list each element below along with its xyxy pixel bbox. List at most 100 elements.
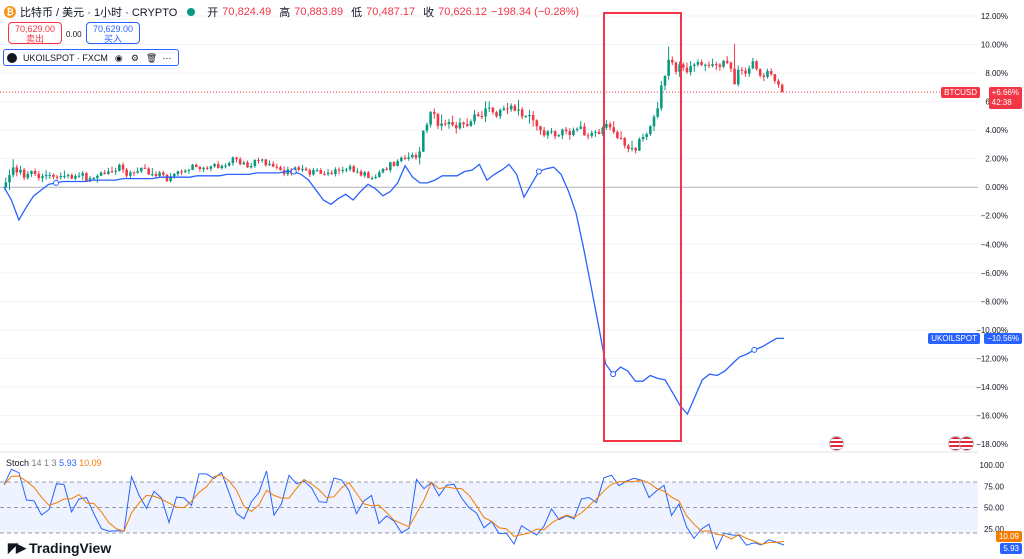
overlay-legend[interactable]: UKOILSPOT · FXCM ◉ ⚙ 🗑 ⋯	[3, 49, 179, 66]
us-flag-event-icon[interactable]	[959, 436, 974, 451]
candle-body	[11, 167, 15, 176]
y-tick-label: −12.00%	[976, 354, 1008, 363]
chart-header: ₿ 比特币 / 美元 · 1小时 · CRYPTO 开 70,824.49 高 70…	[4, 4, 579, 20]
candle-body	[422, 130, 425, 152]
candle-body	[627, 145, 630, 149]
candle-body	[740, 69, 744, 71]
low-value: 70,487.17	[366, 6, 416, 18]
candle-body	[564, 129, 568, 132]
candle-body	[443, 123, 447, 125]
candle-body	[55, 176, 59, 178]
candle-body	[235, 157, 238, 160]
candle-body	[118, 164, 121, 171]
us-flag-event-icon[interactable]	[829, 436, 844, 451]
candle-body	[773, 74, 777, 81]
candle-body	[700, 62, 703, 65]
candle-body	[469, 121, 473, 126]
sell-button[interactable]: 70,629.00 卖出	[8, 22, 62, 44]
stoch-legend[interactable]: Stoch 14 1 3 5.93 10.09	[6, 458, 102, 468]
candle-body	[110, 171, 114, 173]
candle-body	[99, 172, 103, 176]
ukoil-marker	[535, 168, 542, 175]
candle-body	[674, 62, 678, 72]
candle-body	[436, 113, 440, 126]
y-tick-label: −4.00%	[981, 240, 1008, 249]
symbol-title[interactable]: 比特币 / 美元 · 1小时 · CRYPTO	[20, 7, 178, 19]
candle-body	[590, 132, 594, 136]
spread-value: 0.00	[66, 30, 82, 39]
btc-change-label: +6.66% 42:38	[988, 87, 1022, 109]
candle-body	[30, 170, 33, 174]
candle-body	[187, 169, 191, 171]
candle-body	[348, 166, 352, 170]
candle-body	[575, 128, 579, 130]
candle-body	[253, 159, 257, 166]
high-value: 70,883.89	[294, 6, 344, 18]
candle-body	[714, 64, 718, 66]
y-tick-label: −6.00%	[981, 269, 1008, 278]
oil-name-label: UKOILSPOT	[928, 333, 980, 344]
candle-body	[147, 168, 150, 175]
open-value: 70,824.49	[222, 6, 272, 18]
candle-body	[77, 175, 81, 177]
candle-body	[491, 107, 495, 113]
grid-layer	[0, 15, 978, 445]
candle-body	[517, 109, 520, 111]
candle-body	[689, 66, 692, 73]
candle-body	[385, 168, 388, 171]
stoch-d-label: 10.09	[995, 531, 1022, 542]
candle-body	[136, 171, 139, 173]
candle-body	[769, 71, 773, 75]
candle-body	[257, 159, 260, 161]
candle-body	[92, 178, 95, 180]
buy-button[interactable]: 70,629.00 买入	[86, 22, 140, 44]
candle-body	[407, 157, 410, 159]
candle-body	[249, 165, 253, 168]
price-axis[interactable]: 12.00%10.00%8.00%6.00%4.00%2.00%0.00%−2.…	[976, 12, 1008, 449]
ukoil-marker	[290, 168, 297, 175]
candle-body	[114, 170, 117, 172]
highlight-rectangle[interactable]	[603, 12, 682, 442]
candle-body	[755, 61, 758, 70]
candle-body	[154, 174, 158, 177]
candle-body	[616, 131, 619, 138]
more-icon[interactable]: ⋯	[162, 52, 172, 63]
candle-body	[125, 169, 128, 176]
candle-body	[103, 172, 106, 174]
candle-body	[546, 131, 550, 136]
trash-icon[interactable]: 🗑	[145, 52, 158, 63]
ukoil-line-group	[3, 163, 784, 416]
candle-body	[656, 108, 659, 117]
candle-body	[645, 134, 648, 137]
candle-body	[524, 116, 528, 118]
candle-body	[213, 164, 216, 167]
candle-body	[220, 165, 224, 169]
close-value: 70,626.12	[438, 6, 488, 18]
candle-body	[425, 124, 429, 131]
candle-body	[173, 173, 176, 177]
candle-body	[19, 169, 22, 173]
y-tick-label: −16.00%	[976, 411, 1008, 420]
candle-body	[70, 175, 74, 179]
settings-icon[interactable]: ⚙	[130, 52, 139, 63]
candle-body	[502, 108, 506, 110]
stoch-params: 14 1 3	[31, 458, 57, 468]
candle-body	[762, 75, 766, 77]
tradingview-logo[interactable]: ◤▶ TradingView	[8, 540, 111, 556]
candle-body	[37, 173, 41, 179]
ukoil-marker	[53, 179, 59, 186]
candle-body	[707, 64, 711, 66]
high-label: 高	[279, 7, 291, 19]
candle-body	[129, 172, 132, 176]
eye-icon[interactable]: ◉	[114, 52, 123, 63]
stoch-axis[interactable]: 100.00 75.00 50.00 25.00	[980, 461, 1005, 534]
candle-body	[297, 167, 301, 170]
candle-body	[140, 167, 143, 172]
close-label: 收	[423, 7, 435, 19]
candle-body	[722, 60, 725, 67]
candle-body	[429, 112, 432, 125]
candle-body	[473, 114, 476, 122]
candle-body	[462, 122, 465, 125]
candle-body	[392, 162, 396, 166]
